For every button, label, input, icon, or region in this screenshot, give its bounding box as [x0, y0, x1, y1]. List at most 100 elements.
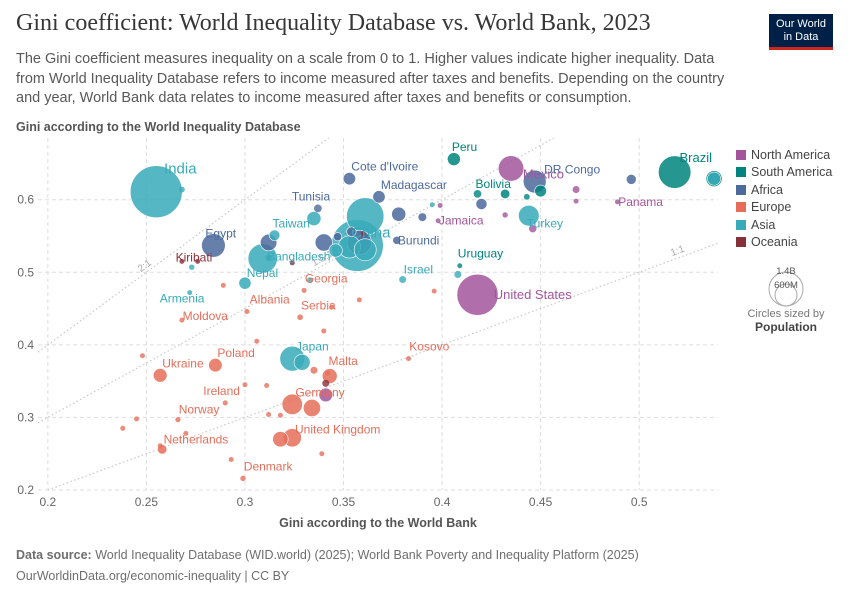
legend-item[interactable]: Asia	[736, 216, 832, 234]
data-point[interactable]	[289, 260, 295, 266]
data-point[interactable]	[178, 186, 185, 193]
data-point[interactable]	[447, 152, 461, 166]
data-point[interactable]	[346, 226, 357, 237]
data-point[interactable]	[658, 155, 692, 189]
data-point[interactable]	[392, 236, 402, 245]
data-point[interactable]	[265, 254, 272, 261]
point-label: Turkey	[527, 217, 563, 231]
data-point[interactable]	[195, 258, 201, 264]
data-point[interactable]	[573, 198, 579, 204]
point-label: Malta	[328, 354, 358, 368]
source-url[interactable]: OurWorldinData.org/economic-inequality |…	[16, 569, 290, 583]
data-point[interactable]	[134, 416, 140, 422]
data-point[interactable]	[228, 457, 234, 463]
data-point[interactable]	[120, 425, 126, 431]
data-point[interactable]	[614, 199, 620, 205]
data-point[interactable]	[356, 297, 362, 303]
data-point[interactable]	[139, 353, 145, 359]
data-point[interactable]	[266, 412, 272, 418]
data-point[interactable]	[238, 276, 252, 290]
point-label: Kosovo	[409, 340, 449, 354]
data-point[interactable]	[391, 206, 407, 222]
data-point[interactable]	[435, 218, 441, 224]
data-point[interactable]	[314, 204, 322, 213]
data-point[interactable]	[333, 232, 343, 242]
data-point[interactable]	[303, 399, 321, 417]
owid-logo[interactable]: Our World in Data	[769, 14, 833, 50]
data-point[interactable]	[254, 338, 260, 344]
data-point[interactable]	[307, 277, 313, 284]
data-point[interactable]	[220, 282, 226, 288]
data-point[interactable]	[372, 190, 386, 204]
data-point[interactable]	[707, 171, 721, 186]
data-point[interactable]	[475, 198, 488, 210]
legend-item[interactable]: North America	[736, 146, 832, 164]
data-point[interactable]	[497, 155, 525, 182]
point-label: Albania	[250, 292, 290, 306]
data-point[interactable]	[301, 287, 307, 293]
data-point[interactable]	[523, 193, 530, 200]
data-point[interactable]	[625, 174, 637, 185]
data-point[interactable]	[534, 184, 547, 198]
legend-item[interactable]: Africa	[736, 181, 832, 199]
data-point[interactable]	[306, 211, 322, 226]
legend-label: North America	[751, 147, 831, 162]
data-point[interactable]	[572, 185, 580, 194]
data-point[interactable]	[183, 430, 189, 436]
data-point[interactable]	[310, 366, 318, 374]
data-point[interactable]	[322, 379, 330, 387]
data-point[interactable]	[293, 353, 311, 371]
data-point[interactable]	[297, 314, 304, 321]
data-point[interactable]	[264, 382, 270, 388]
data-point[interactable]	[277, 412, 283, 418]
x-axis-title: Gini according to the World Bank	[279, 516, 477, 530]
data-point[interactable]	[437, 202, 443, 208]
data-point[interactable]	[318, 387, 333, 403]
data-point[interactable]	[208, 358, 223, 373]
data-point[interactable]	[321, 328, 327, 334]
legend-item[interactable]: South America	[736, 164, 832, 182]
data-point[interactable]	[222, 400, 228, 406]
data-point[interactable]	[417, 212, 427, 222]
data-point[interactable]	[281, 393, 303, 415]
data-point[interactable]	[518, 204, 540, 227]
data-point[interactable]	[329, 304, 335, 310]
data-point[interactable]	[157, 443, 163, 449]
data-point[interactable]	[319, 451, 325, 457]
legend-swatch	[736, 202, 746, 213]
data-point[interactable]	[153, 368, 168, 383]
data-point[interactable]	[454, 270, 462, 278]
data-point[interactable]	[353, 238, 377, 262]
data-point[interactable]	[406, 356, 412, 362]
data-point[interactable]	[328, 243, 343, 258]
data-point[interactable]	[179, 258, 185, 264]
legend-item[interactable]: Europe	[736, 199, 832, 217]
data-point[interactable]	[502, 212, 508, 218]
data-point[interactable]	[314, 233, 333, 252]
data-point[interactable]	[187, 290, 193, 296]
point-label: Uruguay	[458, 247, 503, 261]
data-source-label: Data source:	[16, 548, 92, 562]
data-point[interactable]	[201, 233, 226, 258]
data-point[interactable]	[529, 225, 537, 233]
data-point[interactable]	[240, 475, 246, 482]
data-point[interactable]	[244, 308, 250, 314]
legend-item[interactable]: Oceania	[736, 234, 832, 252]
data-point[interactable]	[175, 416, 181, 423]
data-point[interactable]	[179, 317, 185, 323]
data-point[interactable]	[360, 231, 366, 237]
data-point[interactable]	[325, 370, 331, 376]
data-point[interactable]	[456, 273, 499, 316]
data-point[interactable]	[189, 264, 195, 270]
data-point[interactable]	[431, 288, 437, 294]
data-point[interactable]	[500, 188, 511, 199]
data-point[interactable]	[242, 382, 248, 388]
data-point[interactable]	[268, 229, 281, 241]
data-point[interactable]	[399, 276, 407, 284]
legend-swatch	[736, 237, 746, 248]
data-point[interactable]	[457, 263, 463, 269]
data-point[interactable]	[342, 172, 356, 186]
data-point[interactable]	[429, 202, 435, 208]
data-point[interactable]	[473, 190, 482, 198]
data-point[interactable]	[272, 431, 289, 448]
